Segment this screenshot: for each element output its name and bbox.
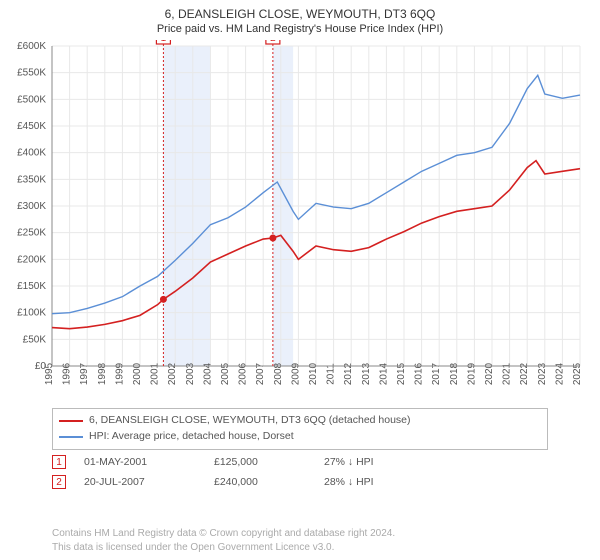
sale-price: £125,000 bbox=[214, 456, 324, 468]
table-row: 1 01-MAY-2001 £125,000 27% ↓ HPI bbox=[52, 452, 444, 472]
svg-text:2: 2 bbox=[270, 40, 276, 44]
svg-text:£50K: £50K bbox=[23, 334, 47, 345]
svg-text:£400K: £400K bbox=[17, 148, 46, 159]
footer-line: This data is licensed under the Open Gov… bbox=[52, 541, 395, 555]
footer-line: Contains HM Land Registry data © Crown c… bbox=[52, 527, 395, 541]
svg-text:£350K: £350K bbox=[17, 174, 46, 185]
chart-area: £0£50K£100K£150K£200K£250K£300K£350K£400… bbox=[0, 40, 600, 400]
legend-item: 6, DEANSLEIGH CLOSE, WEYMOUTH, DT3 6QQ (… bbox=[59, 413, 541, 429]
svg-text:£550K: £550K bbox=[17, 68, 46, 79]
sale-date: 01-MAY-2001 bbox=[84, 456, 214, 468]
sale-delta: 28% ↓ HPI bbox=[324, 476, 444, 488]
sale-points-table: 1 01-MAY-2001 £125,000 27% ↓ HPI 2 20-JU… bbox=[52, 452, 444, 492]
legend-label: HPI: Average price, detached house, Dors… bbox=[89, 429, 294, 445]
chart-svg: £0£50K£100K£150K£200K£250K£300K£350K£400… bbox=[0, 40, 600, 400]
chart-subtitle: Price paid vs. HM Land Registry's House … bbox=[0, 23, 600, 39]
sale-date: 20-JUL-2007 bbox=[84, 476, 214, 488]
svg-text:£600K: £600K bbox=[17, 41, 46, 52]
legend-item: HPI: Average price, detached house, Dors… bbox=[59, 429, 541, 445]
svg-text:£150K: £150K bbox=[17, 281, 46, 292]
legend: 6, DEANSLEIGH CLOSE, WEYMOUTH, DT3 6QQ (… bbox=[52, 408, 548, 450]
svg-text:£250K: £250K bbox=[17, 228, 46, 239]
footer-attribution: Contains HM Land Registry data © Crown c… bbox=[52, 527, 395, 554]
legend-swatch bbox=[59, 420, 83, 422]
legend-label: 6, DEANSLEIGH CLOSE, WEYMOUTH, DT3 6QQ (… bbox=[89, 413, 411, 429]
svg-text:£300K: £300K bbox=[17, 201, 46, 212]
svg-text:£450K: £450K bbox=[17, 121, 46, 132]
sale-price: £240,000 bbox=[214, 476, 324, 488]
svg-text:£500K: £500K bbox=[17, 94, 46, 105]
point-marker-icon: 1 bbox=[52, 455, 66, 469]
svg-text:1: 1 bbox=[161, 40, 167, 44]
point-marker-icon: 2 bbox=[52, 475, 66, 489]
chart-container: 6, DEANSLEIGH CLOSE, WEYMOUTH, DT3 6QQ P… bbox=[0, 0, 600, 560]
sale-delta: 27% ↓ HPI bbox=[324, 456, 444, 468]
chart-title: 6, DEANSLEIGH CLOSE, WEYMOUTH, DT3 6QQ bbox=[0, 0, 600, 23]
legend-swatch bbox=[59, 436, 83, 438]
table-row: 2 20-JUL-2007 £240,000 28% ↓ HPI bbox=[52, 472, 444, 492]
svg-text:£200K: £200K bbox=[17, 254, 46, 265]
svg-text:£100K: £100K bbox=[17, 308, 46, 319]
